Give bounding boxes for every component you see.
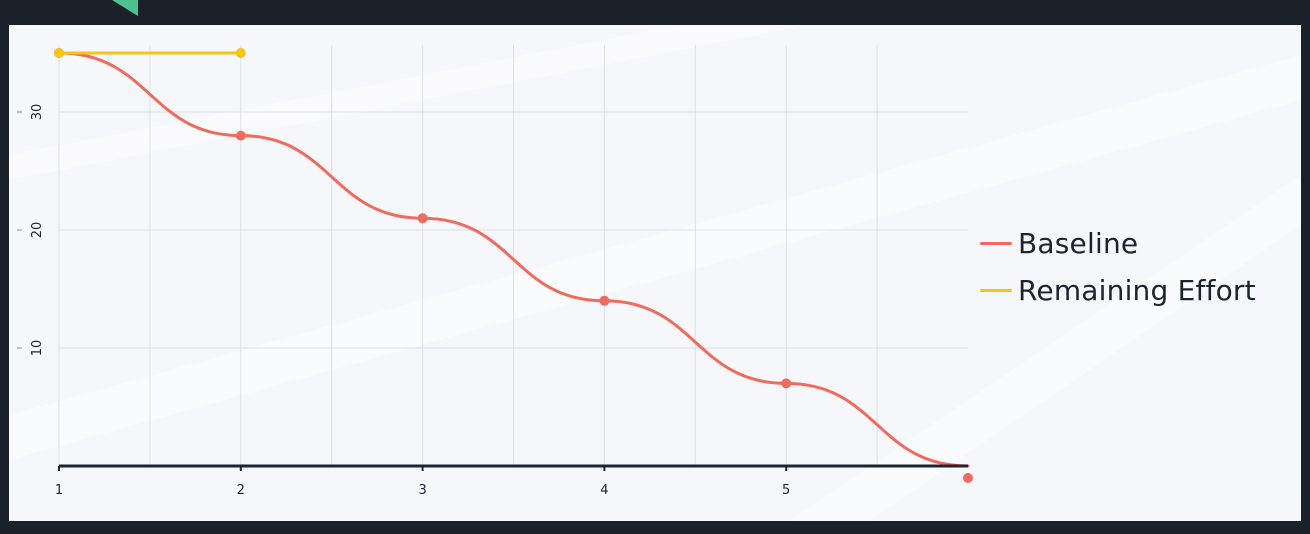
y-tick-label: 20 — [30, 222, 45, 239]
data-point-remaining-effort[interactable] — [54, 48, 64, 58]
series-line-baseline — [57, 51, 970, 468]
legend-swatch-remaining-effort — [980, 289, 1012, 292]
line-chart: 1 2 3 4 5 10 20 30 — [17, 45, 973, 498]
data-point-baseline[interactable] — [599, 295, 610, 306]
grid-lines — [58, 45, 968, 466]
legend-label-remaining-effort: Remaining Effort — [1018, 274, 1256, 307]
data-point-baseline[interactable] — [417, 213, 428, 224]
x-tick-label: 5 — [782, 483, 790, 498]
data-point-baseline[interactable] — [781, 378, 792, 389]
series-baseline — [57, 51, 970, 468]
data-point-baseline[interactable] — [963, 473, 973, 483]
y-tick-label: 30 — [30, 104, 45, 121]
legend: Baseline Remaining Effort — [980, 220, 1256, 314]
legend-item-remaining-effort[interactable]: Remaining Effort — [980, 267, 1256, 314]
legend-item-baseline[interactable]: Baseline — [980, 220, 1256, 267]
x-tick-label: 3 — [418, 483, 426, 498]
chart-panel: 1 2 3 4 5 10 20 30 Baseline Remaining Effort — [9, 25, 1301, 521]
top-accent-shape — [112, 0, 138, 16]
x-tick-label: 4 — [600, 483, 608, 498]
data-point-baseline[interactable] — [235, 130, 246, 141]
y-tick-label: 10 — [30, 340, 45, 357]
legend-swatch-baseline — [980, 242, 1012, 245]
x-tick-label: 2 — [237, 483, 245, 498]
data-points — [54, 48, 973, 483]
series-lines — [57, 51, 970, 468]
axes: 1 2 3 4 5 10 20 30 — [17, 104, 968, 498]
data-point-remaining-effort[interactable] — [235, 48, 246, 58]
x-tick-label: 1 — [55, 483, 63, 498]
legend-label-baseline: Baseline — [1018, 227, 1139, 260]
